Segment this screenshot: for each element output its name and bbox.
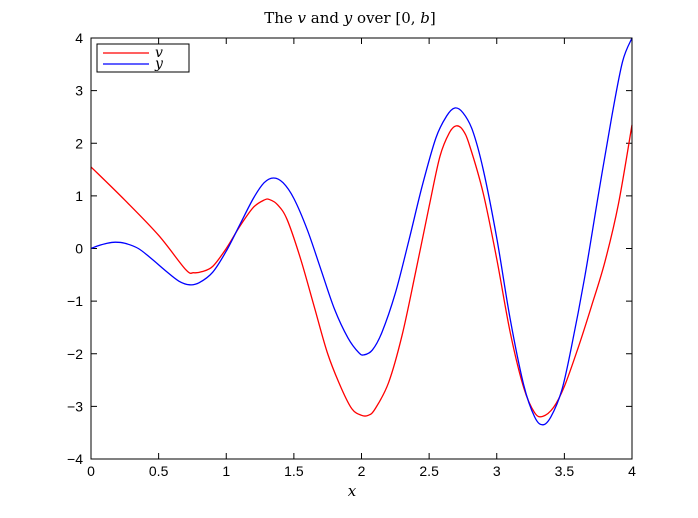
tick-labels: 0 0.5 1 1.5 2 2.5 3 3.5 4 −4 −3 −2 −1 0 1 2 3 4 <box>67 30 636 479</box>
legend-box <box>96 43 190 73</box>
y-tick-label: −1 <box>67 293 83 309</box>
x-tick-label: 2 <box>358 463 366 479</box>
y-tick-label: 4 <box>75 30 83 46</box>
legend: v y <box>96 43 190 73</box>
y-tick-label: 0 <box>75 241 83 257</box>
x-tick-label: 2.5 <box>419 463 439 479</box>
x-tick-label: 0 <box>87 463 95 479</box>
series-line-v <box>90 124 633 418</box>
x-tick-label: 4 <box>628 463 636 479</box>
y-tick-label: −4 <box>67 451 83 467</box>
series-lines <box>90 37 633 426</box>
plot-area-frame <box>90 37 633 460</box>
y-tick-label: −3 <box>67 398 83 414</box>
legend-label-y: y <box>154 56 164 72</box>
x-tick-label: 3.5 <box>555 463 575 479</box>
x-tick-label: 1.5 <box>284 463 304 479</box>
y-tick-label: 3 <box>75 83 83 99</box>
x-tick-label: 3 <box>493 463 501 479</box>
series-line-y <box>90 37 633 426</box>
legend-label-v: v <box>155 45 163 61</box>
y-tick-label: 2 <box>75 135 83 151</box>
x-tick-label: 0.5 <box>149 463 169 479</box>
y-tick-label: 1 <box>75 188 83 204</box>
x-axis-label: x <box>348 482 357 500</box>
y-tick-label: −2 <box>67 346 83 362</box>
x-tick-label: 1 <box>222 463 230 479</box>
chart-title: The v and y over [0, b] <box>264 9 436 27</box>
axis-ticks <box>90 37 633 460</box>
